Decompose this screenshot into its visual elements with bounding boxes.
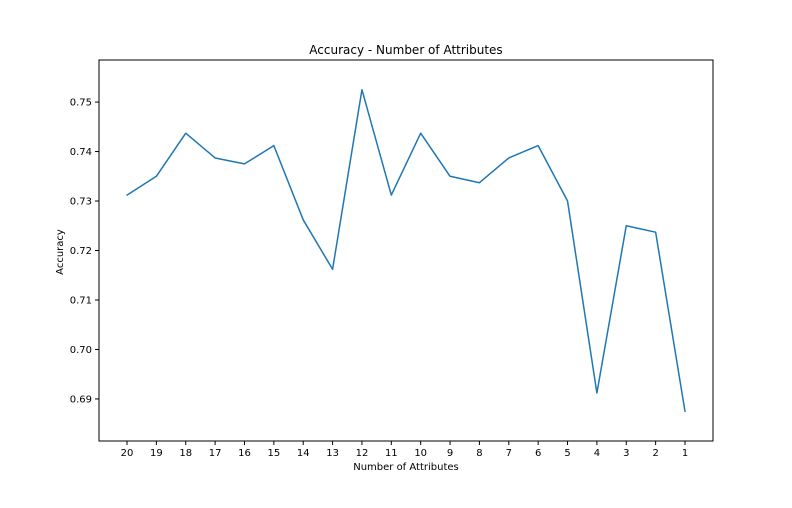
y-axis-label: Accuracy [55,229,66,275]
x-tick-label: 3 [623,448,629,459]
x-tick-label: 11 [385,448,398,459]
x-tick-label: 10 [414,448,427,459]
y-tick-label: 0.70 [70,345,92,356]
x-tick-label: 2 [652,448,658,459]
y-tick-label: 0.75 [70,98,92,109]
x-tick-label: 6 [535,448,541,459]
x-tick-label: 19 [150,448,163,459]
x-tick-label: 4 [594,448,600,459]
x-tick-label: 12 [356,448,369,459]
x-tick-label: 16 [238,448,251,459]
y-tick-label: 0.71 [70,295,92,306]
x-axis-label: Number of Attributes [353,462,459,473]
x-tick-label: 17 [209,448,222,459]
x-tick-label: 5 [564,448,570,459]
y-tick-label: 0.72 [70,246,92,257]
y-tick-label: 0.73 [70,197,92,208]
x-tick-label: 14 [297,448,310,459]
plot-area-frame [98,59,714,442]
x-tick-label: 20 [121,448,134,459]
accuracy-series-line [126,88,686,413]
y-tick-label: 0.69 [70,394,92,405]
x-tick-label: 7 [506,448,512,459]
x-tick-label: 13 [326,448,339,459]
x-tick-label: 8 [476,448,482,459]
x-tick-label: 9 [447,448,453,459]
y-tick-label: 0.74 [70,147,92,158]
x-tick-label: 18 [179,448,192,459]
y-axis-ticks: 0.69 0.70 0.71 0.72 0.73 0.74 0.75 [70,98,99,405]
chart-title: Accuracy - Number of Attributes [309,43,502,57]
x-tick-label: 15 [267,448,280,459]
x-axis-ticks: 20 19 18 17 16 15 14 13 12 11 10 9 8 7 6 5 4 3 2 1 [121,441,688,459]
x-tick-label: 1 [682,448,688,459]
